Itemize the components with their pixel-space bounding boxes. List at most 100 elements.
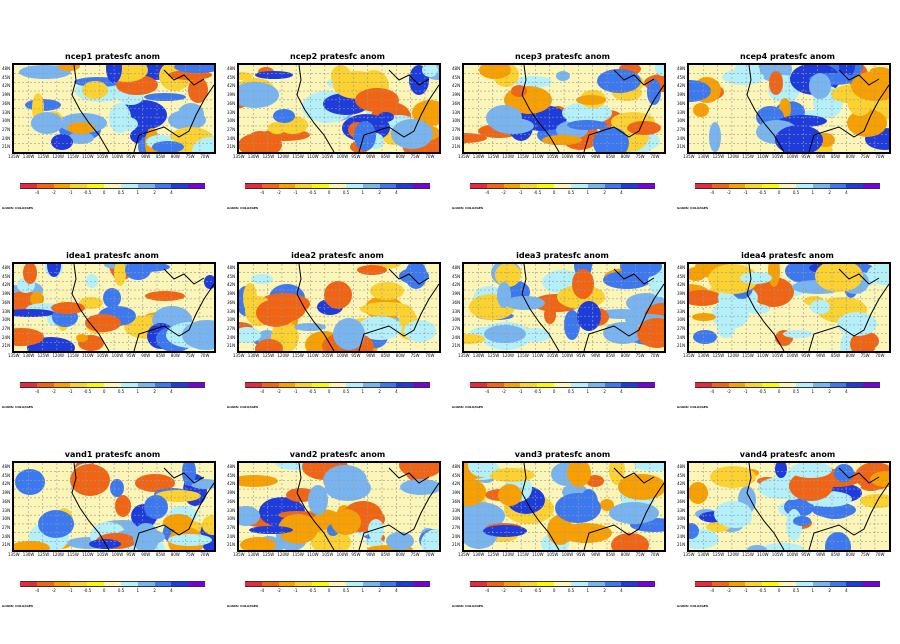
map-panel: idea2 pratesfc anom 48N 45N 42N 39N 36N 33N 30N… [225, 245, 450, 445]
anomaly-region [498, 484, 522, 506]
footer-credit: GrADS: COLA/IGES [227, 405, 259, 409]
coastline [71, 463, 214, 550]
anomaly-region [67, 122, 95, 134]
lon-label: 80W [395, 552, 405, 557]
colorbar-swatch [278, 183, 296, 189]
lon-label: 115W [67, 552, 79, 557]
lon-label: 115W [292, 154, 304, 159]
colorbar-swatch [312, 382, 330, 388]
anomaly-region [239, 506, 260, 526]
lon-label: 90W [141, 552, 151, 557]
lon-label: 75W [635, 154, 645, 159]
lat-label: 39N [677, 291, 686, 297]
lon-label: 90W [816, 353, 826, 358]
anomaly-region [391, 119, 433, 149]
lat-label: 33N [227, 507, 236, 513]
lon-label: 125W [262, 154, 275, 159]
lon-label: 70W [200, 552, 210, 557]
colorbar-label: -1 [743, 190, 748, 195]
lon-label: 75W [860, 154, 870, 159]
precip-anomaly-map [462, 63, 666, 154]
lon-label: 100W [336, 353, 349, 358]
colorbar-swatch [728, 183, 746, 189]
colorbar-swatch [520, 183, 538, 189]
lon-label: 135W [683, 552, 695, 557]
anomaly-region [689, 80, 711, 102]
lon-label: 75W [410, 353, 420, 358]
precip-anomaly-map [12, 461, 216, 552]
lat-label: 42N [452, 481, 461, 487]
colorbar-swatch [413, 382, 430, 388]
colorbar-label: -4 [485, 190, 489, 195]
lat-label: 39N [677, 92, 686, 98]
colorbar-swatch [295, 581, 313, 587]
lon-label: 135W [8, 353, 20, 358]
colorbar-label: -0.5 [533, 190, 542, 195]
lon-label: 115W [517, 353, 529, 358]
lat-label: 30N [452, 516, 461, 522]
lon-label: 105W [96, 552, 109, 557]
colorbar-swatch [711, 382, 729, 388]
lon-label: 95W [801, 353, 811, 358]
lon-label: 125W [487, 353, 500, 358]
anomaly-region [360, 302, 412, 316]
colorbar-swatch [604, 581, 622, 587]
lon-label: 70W [425, 154, 435, 159]
footer-credit: GrADS: COLA/IGES [452, 604, 484, 608]
coastline [746, 65, 889, 152]
footer-credit: GrADS: COLA/IGES [452, 206, 484, 210]
lon-label: 80W [395, 353, 405, 358]
anomaly-region [775, 463, 787, 478]
colorbar-swatch [863, 183, 880, 189]
anomaly-region [818, 101, 830, 111]
colorbar-swatch [70, 581, 88, 587]
map-panel: ncep3 pratesfc anom 48N 45N 42N 39N 36N 33N 30N… [450, 46, 675, 246]
colorbar-swatch [137, 183, 155, 189]
colorbar-swatch [261, 581, 279, 587]
lon-label: 90W [591, 353, 601, 358]
lon-label: 135W [458, 353, 470, 358]
lat-label: 30N [2, 317, 11, 323]
lon-label: 120W [277, 353, 289, 358]
colorbar-label: -4 [710, 588, 714, 593]
lat-label: 42N [227, 481, 236, 487]
lat-label: 27N [677, 325, 686, 331]
colorbar-label: -1 [743, 588, 748, 593]
lon-label: 115W [517, 154, 529, 159]
colorbar [470, 183, 655, 189]
anomaly-region [479, 65, 511, 79]
colorbar-label: 4 [170, 588, 173, 593]
lat-label: 45N [452, 472, 461, 478]
lat-label: 48N [227, 265, 236, 270]
anomaly-region [837, 312, 877, 336]
anomaly-region [422, 65, 438, 77]
lon-label: 125W [712, 353, 725, 358]
lat-label: 30N [227, 516, 236, 522]
lat-label: 36N [452, 299, 461, 305]
panel-title: vand4 pratesfc anom [739, 450, 836, 459]
colorbar-label: -4 [710, 389, 714, 394]
colorbar-swatch [621, 183, 639, 189]
coastline [521, 65, 664, 152]
map-panel: vand2 pratesfc anom 48N 45N 42N 39N 36N 33N 30N… [225, 444, 450, 644]
anomaly-region [178, 103, 204, 125]
lon-label: 80W [620, 353, 630, 358]
lon-label: 80W [170, 353, 180, 358]
colorbar [20, 183, 205, 189]
colorbar-label: 2 [153, 389, 156, 394]
colorbar-label: 1 [586, 389, 590, 394]
lat-label: 27N [677, 524, 686, 530]
anomaly-region [514, 76, 552, 88]
colorbar-label: 0 [327, 389, 331, 394]
lat-label: 42N [227, 83, 236, 89]
anomaly-region [637, 318, 664, 348]
footer-credit: GrADS: COLA/IGES [227, 604, 259, 608]
precip-anomaly-map [237, 461, 441, 552]
lon-label: 135W [233, 353, 245, 358]
colorbar-swatch [345, 382, 363, 388]
lat-label: 21N [452, 343, 461, 349]
lat-label: 21N [677, 144, 686, 150]
colorbar-label: 2 [378, 588, 381, 593]
colorbar-swatch [795, 183, 813, 189]
precip-anomaly-map [687, 262, 891, 353]
